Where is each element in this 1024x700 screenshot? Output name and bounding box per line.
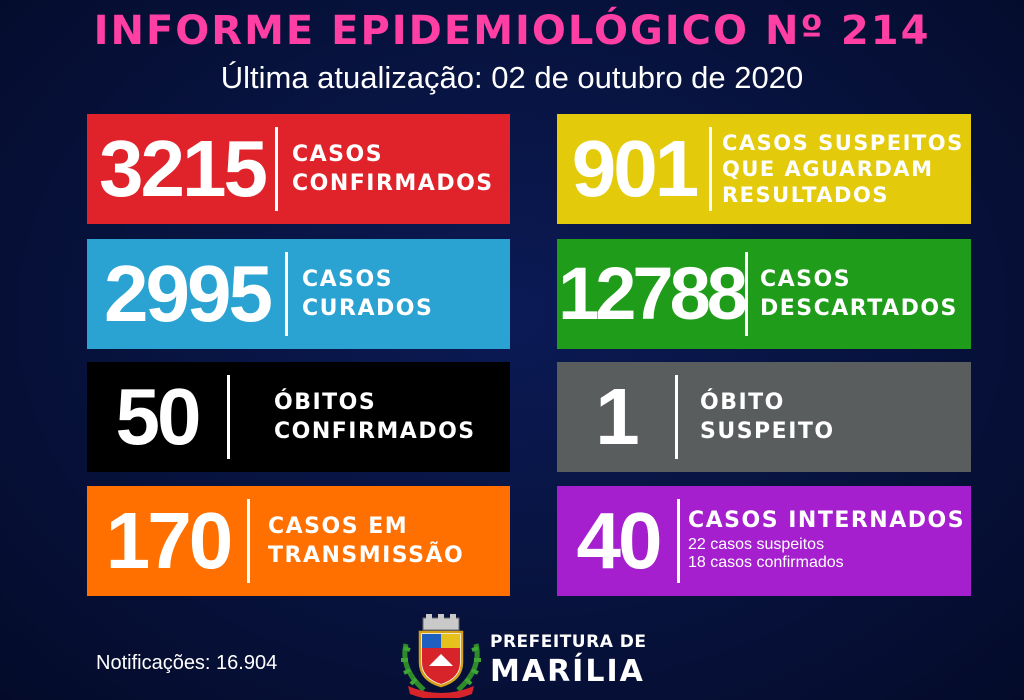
card-label-line: CASOS: [760, 267, 852, 292]
card-label-line: TRANSMISSÃO: [268, 543, 465, 568]
card-label: CASOS CURADOS: [302, 265, 433, 323]
card-casos-suspeitos: 901 CASOS SUSPEITOS QUE AGUARDAM RESULTA…: [557, 114, 971, 224]
notifications-count: Notificações: 16.904: [96, 652, 278, 674]
card-value: 2995: [104, 249, 273, 338]
card-label-line: RESULTADOS: [722, 183, 889, 207]
card-casos-confirmados: 3215 CASOS CONFIRMADOS: [87, 114, 510, 224]
card-casos-descartados: 12788 CASOS DESCARTADOS: [557, 239, 971, 349]
card-label-line: QUE AGUARDAM: [722, 157, 934, 181]
logo-line2: MARÍLIA: [490, 654, 645, 689]
card-label-line: CONFIRMADOS: [274, 419, 476, 444]
page-title: INFORME EPIDEMIOLÓGICO Nº 214: [93, 8, 931, 54]
card-label: CASOS EM TRANSMISSÃO: [268, 512, 464, 570]
card-label-line: ÓBITO: [700, 390, 785, 415]
card-label: ÓBITOS CONFIRMADOS: [274, 388, 476, 446]
card-divider: [275, 127, 278, 211]
card-detail-line: 22 casos suspeitos: [688, 536, 825, 553]
card-detail-line: 18 casos confirmados: [688, 554, 844, 571]
card-label-line: CASOS: [302, 267, 394, 292]
card-label-line: CASOS: [292, 142, 384, 167]
card-label: ÓBITO SUSPEITO: [700, 388, 835, 446]
last-update-text: Última atualização: 02 de outubro de 202…: [220, 60, 804, 95]
card-value: 50: [115, 372, 202, 461]
card-casos-curados: 2995 CASOS CURADOS: [87, 239, 510, 349]
card-value: 3215: [99, 124, 268, 213]
card-value: 901: [571, 124, 699, 213]
card-divider: [285, 252, 288, 336]
card-label-line: CURADOS: [302, 296, 434, 321]
card-label-line: DESCARTADOS: [760, 296, 958, 321]
card-label-line: SUSPEITO: [700, 419, 835, 444]
card-label: CASOS SUSPEITOS QUE AGUARDAM RESULTADOS: [722, 130, 964, 208]
card-value: 40: [576, 496, 663, 585]
card-label: CASOS CONFIRMADOS: [292, 140, 494, 198]
card-obito-suspeito: 1 ÓBITO SUSPEITO: [557, 362, 971, 472]
card-value: 12788: [558, 252, 748, 335]
card-label-line: CASOS EM: [268, 514, 409, 539]
card-label-line: CASOS INTERNADOS: [688, 508, 966, 533]
card-divider: [227, 375, 230, 459]
card-divider: [677, 499, 680, 583]
logo-line1: PREFEITURA DE: [490, 632, 647, 652]
card-label-line: ÓBITOS: [274, 390, 377, 415]
card-casos-em-transmissao: 170 CASOS EM TRANSMISSÃO: [87, 486, 510, 596]
card-divider: [709, 127, 712, 211]
card-value: 170: [105, 496, 233, 585]
card-value: 1: [595, 372, 640, 461]
marilia-coat-of-arms-icon: [401, 614, 481, 698]
card-casos-internados: 40 CASOS INTERNADOS 22 casos suspeitos 1…: [557, 486, 971, 596]
card-label-line: CASOS SUSPEITOS: [722, 131, 964, 155]
prefeitura-logo-text: PREFEITURA DE MARÍLIA: [490, 632, 647, 689]
card-divider: [745, 252, 748, 336]
card-label: CASOS INTERNADOS 22 casos suspeitos 18 c…: [688, 510, 965, 572]
card-divider: [675, 375, 678, 459]
card-divider: [247, 499, 250, 583]
card-label: CASOS DESCARTADOS: [760, 265, 958, 323]
card-label-line: CONFIRMADOS: [292, 171, 494, 196]
card-obitos-confirmados: 50 ÓBITOS CONFIRMADOS: [87, 362, 510, 472]
